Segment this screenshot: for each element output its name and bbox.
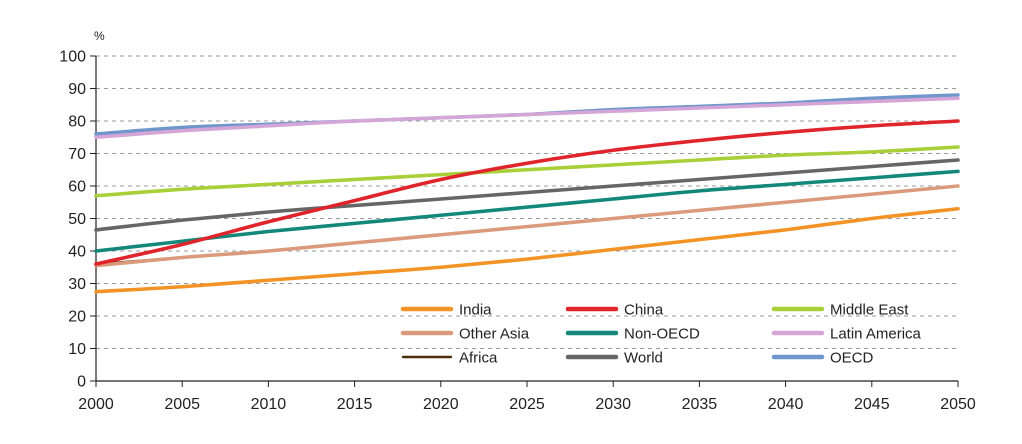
legend-label-middle-east: Middle East bbox=[830, 302, 909, 319]
x-tick-label: 2025 bbox=[509, 396, 545, 413]
series-line-non-oecd bbox=[94, 169, 960, 253]
y-tick-label: 60 bbox=[68, 179, 86, 196]
legend-label-oecd: OECD bbox=[830, 350, 874, 367]
x-tick-label: 2015 bbox=[337, 396, 373, 413]
legend-label-china: China bbox=[624, 302, 664, 319]
series-line-other-asia bbox=[94, 184, 960, 268]
y-tick-label: 90 bbox=[68, 81, 86, 98]
y-tick-label: 100 bbox=[59, 49, 86, 66]
legend-label-latin-america: Latin America bbox=[830, 326, 922, 343]
legend-label-non-oecd: Non-OECD bbox=[624, 326, 700, 343]
x-tick-label: 2000 bbox=[78, 396, 114, 413]
y-tick-label: 80 bbox=[68, 114, 86, 131]
series-line-india bbox=[94, 206, 960, 294]
x-tick-label: 2005 bbox=[164, 396, 200, 413]
series-lines bbox=[94, 93, 960, 294]
y-tick-label: 10 bbox=[68, 341, 86, 358]
x-tick-label: 2035 bbox=[682, 396, 718, 413]
y-tick-label: 40 bbox=[68, 244, 86, 261]
y-axis-unit-label: % bbox=[94, 29, 105, 43]
y-tick-label: 20 bbox=[68, 309, 86, 326]
series-line-china bbox=[94, 119, 960, 266]
x-tick-label: 2010 bbox=[251, 396, 287, 413]
x-tick-label: 2040 bbox=[768, 396, 804, 413]
legend-label-africa: Africa bbox=[459, 350, 498, 367]
legend-label-other-asia: Other Asia bbox=[459, 326, 530, 343]
series-line-world bbox=[94, 158, 960, 232]
series-line-middle-east bbox=[94, 145, 960, 198]
y-tick-label: 70 bbox=[68, 146, 86, 163]
x-tick-label: 2020 bbox=[423, 396, 459, 413]
x-tick-label: 2050 bbox=[940, 396, 976, 413]
y-tick-label: 30 bbox=[68, 276, 86, 293]
y-tick-label: 50 bbox=[68, 211, 86, 228]
series-line-latin-america bbox=[94, 96, 960, 140]
legend-label-india: India bbox=[459, 302, 492, 319]
x-tick-label: 2045 bbox=[854, 396, 890, 413]
legend: India China Middle East Other Asia Non-OECD L… bbox=[400, 302, 922, 367]
y-tick-label: 0 bbox=[77, 374, 86, 391]
x-tick-label: 2030 bbox=[595, 396, 631, 413]
legend-label-world: World bbox=[624, 350, 663, 367]
